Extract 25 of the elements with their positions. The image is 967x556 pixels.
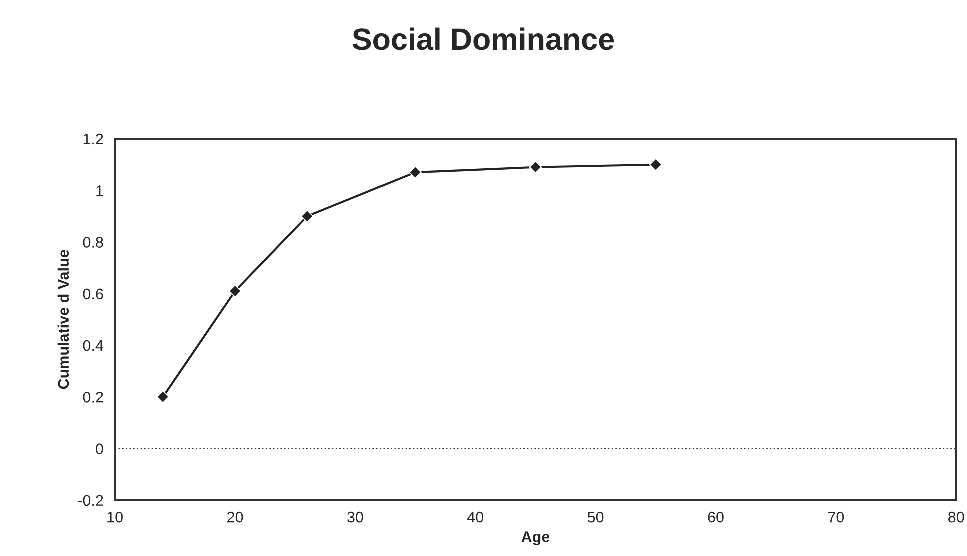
x-tick-label: 20 — [228, 512, 244, 523]
y-tick-label: 0.2 — [83, 392, 104, 403]
y-tick-label: -0.2 — [78, 495, 104, 506]
x-tick-label: 70 — [828, 512, 844, 523]
x-tick-label: 60 — [708, 512, 724, 523]
point — [300, 210, 314, 223]
point — [156, 390, 170, 404]
x-tick-label: 80 — [948, 512, 964, 523]
y-tick-label: 0.6 — [83, 288, 104, 300]
point — [649, 158, 662, 172]
x-axis-title: Age — [522, 532, 550, 546]
point — [529, 160, 542, 174]
x-tick-label: 30 — [348, 512, 364, 523]
y-tick-label: 1.2 — [84, 134, 104, 145]
point — [409, 166, 422, 179]
x-tick-label: 10 — [108, 512, 123, 523]
y-tick-label: 1 — [96, 186, 104, 196]
x-tick-label: 40 — [467, 512, 484, 523]
x-tick-label: 50 — [588, 512, 604, 523]
y-axis-title: Cumulative d Value — [58, 250, 70, 390]
y-tick-label: 0.4 — [83, 340, 104, 352]
y-tick-label: 0.8 — [83, 237, 104, 248]
y-tick-label: 0 — [96, 444, 104, 454]
point — [228, 284, 242, 298]
chart-title: Social Dominance — [352, 28, 614, 50]
